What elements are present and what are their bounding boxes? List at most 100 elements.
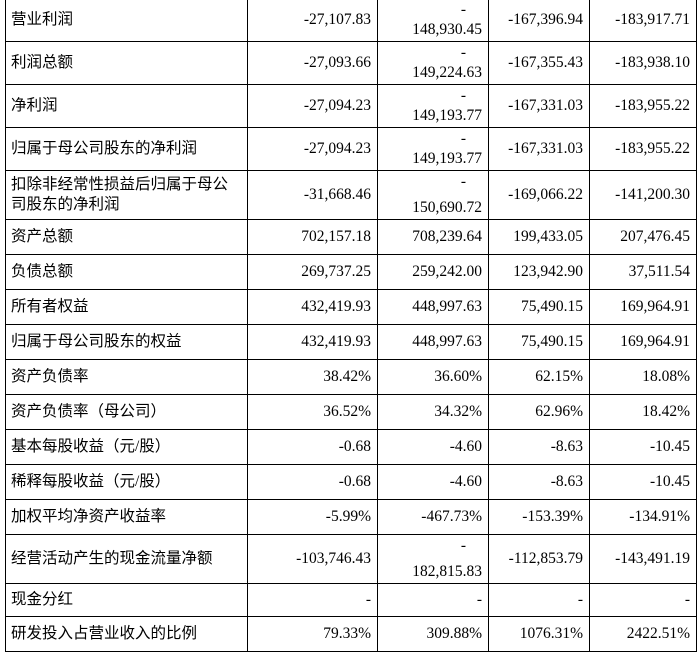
row-label: 资产负债率（母公司） <box>5 394 248 430</box>
value-cell: 199,433.05 <box>488 219 590 255</box>
table-row: 稀释每股收益（元/股） -0.68 -4.60 -8.63 -10.45 <box>5 464 697 500</box>
value-cell-split: - 149,193.77 <box>377 84 489 128</box>
value-cell: -141,200.30 <box>589 170 697 220</box>
table-row: 基本每股收益（元/股） -0.68 -4.60 -8.63 -10.45 <box>5 429 697 465</box>
value-text: 149,193.77 <box>412 150 482 167</box>
value-text: 150,690.72 <box>412 199 482 216</box>
value-text: 149,193.77 <box>412 107 482 124</box>
value-cell: -5.99% <box>247 499 378 535</box>
value-cell-split: - 149,193.77 <box>377 127 489 171</box>
table-row: 利润总额 -27,093.66 -149,224.63 -167,355.43 … <box>5 41 697 85</box>
table-row: 现金分红 - - - - <box>5 583 697 617</box>
value-cell: -167,396.94 <box>488 0 590 42</box>
value-cell: 169,964.91 <box>589 289 697 325</box>
value-cell: 432,419.93 <box>247 324 378 360</box>
value-cell: -10.45 <box>589 464 697 500</box>
value-cell: 38.42% <box>247 359 378 395</box>
value-cell: 448,997.63 <box>377 324 489 360</box>
row-label: 稀释每股收益（元/股） <box>5 464 248 500</box>
value-cell: -4.60 <box>377 429 489 465</box>
value-cell: -8.63 <box>488 464 590 500</box>
row-label: 扣除非经常性损益后归属于母公司股东的净利润 <box>5 170 248 220</box>
value-cell: 34.32% <box>377 394 489 430</box>
row-label: 资产负债率 <box>5 359 248 395</box>
minus-sign: - <box>460 130 466 147</box>
minus-sign: - <box>460 173 466 190</box>
row-label: 利润总额 <box>5 41 248 85</box>
row-label: 归属于母公司股东的净利润 <box>5 127 248 171</box>
row-label: 所有者权益 <box>5 289 248 325</box>
value-cell: 62.96% <box>488 394 590 430</box>
row-label: 加权平均净资产收益率 <box>5 499 248 535</box>
value-cell: 123,942.90 <box>488 254 590 290</box>
value-cell: 269,737.25 <box>247 254 378 290</box>
value-cell: 2422.51% <box>589 616 697 652</box>
value-cell: 18.42% <box>589 394 697 430</box>
value-cell: 309.88% <box>377 616 489 652</box>
table-row: 所有者权益 432,419.93 448,997.63 75,490.15 16… <box>5 289 697 325</box>
table-row: 资产总额 702,157.18 708,239.64 199,433.05 20… <box>5 219 697 255</box>
value-cell: -183,955.22 <box>589 127 697 171</box>
table-row: 资产负债率（母公司） 36.52% 34.32% 62.96% 18.42% <box>5 394 697 430</box>
value-cell: -183,917.71 <box>589 0 697 42</box>
row-label: 基本每股收益（元/股） <box>5 429 248 465</box>
financial-data-table: 营业利润 -27,107.83 -148,930.45 -167,396.94 … <box>5 0 697 652</box>
value-cell: -167,331.03 <box>488 84 590 128</box>
minus-sign: - <box>460 537 466 554</box>
value-cell-split: - 149,224.63 <box>377 41 489 85</box>
table-row: 归属于母公司股东的权益 432,419.93 448,997.63 75,490… <box>5 324 697 360</box>
table-row: 营业利润 -27,107.83 -148,930.45 -167,396.94 … <box>5 0 697 42</box>
value-text: 148,930.45 <box>412 21 482 38</box>
value-cell: -103,746.43 <box>247 534 378 584</box>
value-cell: 36.52% <box>247 394 378 430</box>
value-cell: 448,997.63 <box>377 289 489 325</box>
value-cell: -8.63 <box>488 429 590 465</box>
value-cell: 169,964.91 <box>589 324 697 360</box>
value-cell: 702,157.18 <box>247 219 378 255</box>
value-cell: 1076.31% <box>488 616 590 652</box>
minus-sign: - <box>460 87 466 104</box>
value-cell: -167,355.43 <box>488 41 590 85</box>
value-cell: 36.60% <box>377 359 489 395</box>
table-row: 研发投入占营业收入的比例 79.33% 309.88% 1076.31% 242… <box>5 616 697 652</box>
value-cell: 432,419.93 <box>247 289 378 325</box>
row-label: 研发投入占营业收入的比例 <box>5 616 248 652</box>
value-cell: 75,490.15 <box>488 324 590 360</box>
value-cell: -4.60 <box>377 464 489 500</box>
value-cell: -169,066.22 <box>488 170 590 220</box>
table-row: 加权平均净资产收益率 -5.99% -467.73% -153.39% -134… <box>5 499 697 535</box>
value-cell: -112,853.79 <box>488 534 590 584</box>
value-cell-split: - 182,815.83 <box>377 534 489 584</box>
value-cell: -143,491.19 <box>589 534 697 584</box>
minus-sign: - <box>460 44 466 61</box>
value-cell: -153.39% <box>488 499 590 535</box>
value-cell: 37,511.54 <box>589 254 697 290</box>
value-cell: 207,476.45 <box>589 219 697 255</box>
value-cell: -467.73% <box>377 499 489 535</box>
value-cell: - <box>488 583 590 617</box>
value-cell: -10.45 <box>589 429 697 465</box>
value-cell: -27,094.23 <box>247 127 378 171</box>
value-cell: - <box>247 583 378 617</box>
value-cell: -27,094.23 <box>247 84 378 128</box>
table-row: 扣除非经常性损益后归属于母公司股东的净利润 -31,668.46 - 150,69… <box>5 170 697 220</box>
value-cell: - <box>377 583 489 617</box>
table-row: 负债总额 269,737.25 259,242.00 123,942.90 37… <box>5 254 697 290</box>
table-row: 经营活动产生的现金流量净额 -103,746.43 - 182,815.83 -1… <box>5 534 697 584</box>
value-text: 182,815.83 <box>412 563 482 580</box>
value-cell-split: - 150,690.72 <box>377 170 489 220</box>
value-cell: -134.91% <box>589 499 697 535</box>
row-label: 现金分红 <box>5 583 248 617</box>
row-label: 负债总额 <box>5 254 248 290</box>
value-cell: -27,107.83 <box>247 0 378 42</box>
value-cell: - <box>589 583 697 617</box>
table-row: 净利润 -27,094.23 - 149,193.77 -167,331.03 -… <box>5 84 697 128</box>
value-cell: -0.68 <box>247 464 378 500</box>
value-cell: 259,242.00 <box>377 254 489 290</box>
value-cell: 18.08% <box>589 359 697 395</box>
value-cell: 62.15% <box>488 359 590 395</box>
row-label: 经营活动产生的现金流量净额 <box>5 534 248 584</box>
value-text: 149,224.63 <box>412 64 482 81</box>
value-cell: -0.68 <box>247 429 378 465</box>
minus-sign: - <box>460 1 466 18</box>
